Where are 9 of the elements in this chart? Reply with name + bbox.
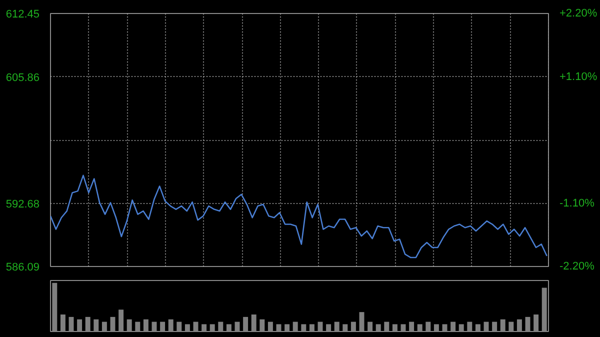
y-tick-label: 592.68 (6, 198, 40, 210)
y2-tick-label: -1.10% (560, 197, 595, 210)
y-tick-label: 605.86 (6, 72, 40, 84)
y2-tick-label: +1.10% (560, 70, 598, 83)
y-tick-label: 612.45 (6, 8, 40, 20)
y2-tick-label: +2.20% (560, 8, 598, 20)
y-tick-label: 586.09 (6, 262, 40, 274)
y2-tick-label: -2.20% (560, 260, 595, 272)
line-series (50, 174, 548, 258)
